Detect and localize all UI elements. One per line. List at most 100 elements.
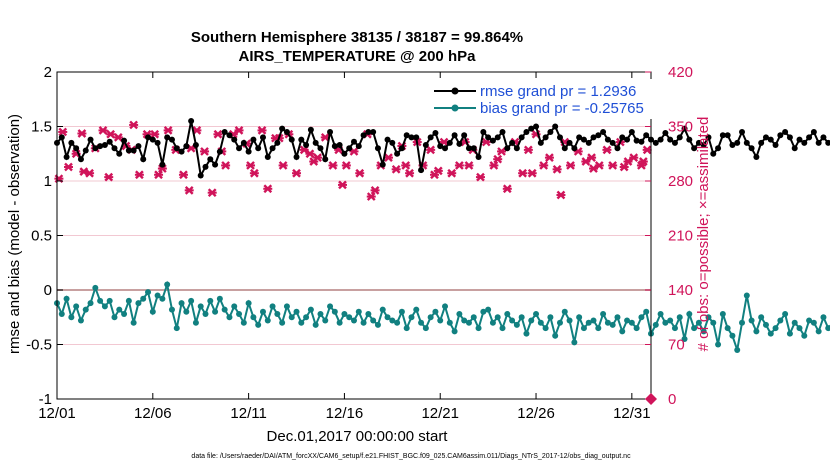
rmse-point bbox=[518, 134, 525, 141]
bias-point bbox=[715, 341, 722, 348]
rmse-point bbox=[331, 143, 338, 150]
bias-point bbox=[748, 317, 755, 324]
bias-point bbox=[87, 300, 94, 307]
rmse-point bbox=[547, 128, 554, 135]
obs-count-point bbox=[129, 120, 139, 130]
bias-point bbox=[552, 332, 559, 339]
x-tick-label: 12/16 bbox=[326, 405, 364, 422]
obs-count-point bbox=[278, 161, 288, 170]
rmse-point bbox=[403, 132, 410, 139]
bias-point bbox=[312, 321, 319, 328]
rmse-point bbox=[624, 136, 631, 143]
rmse-point bbox=[73, 145, 80, 152]
obs-count-point bbox=[309, 157, 319, 166]
rmse-point bbox=[475, 154, 482, 161]
bias-point bbox=[168, 306, 175, 313]
y-axis-label-left: rmse and bias (model - observation) bbox=[6, 114, 23, 354]
rmse-point bbox=[312, 139, 319, 146]
rmse-point bbox=[370, 128, 377, 135]
rmse-point bbox=[556, 134, 563, 141]
rmse-point bbox=[274, 139, 281, 146]
obs-count-point bbox=[292, 168, 302, 178]
bias-point bbox=[68, 314, 75, 321]
obs-count-point bbox=[150, 129, 160, 139]
bias-point bbox=[767, 330, 774, 337]
bias-point bbox=[331, 308, 338, 315]
obs-count-point bbox=[246, 161, 256, 170]
rmse-point bbox=[413, 134, 420, 141]
x-tick-label: 12/06 bbox=[134, 405, 172, 422]
rmse-point bbox=[307, 126, 314, 133]
bias-point bbox=[533, 310, 540, 317]
rmse-point bbox=[216, 148, 223, 155]
rmse-point bbox=[676, 134, 683, 141]
y-tick-label-right: 350 bbox=[668, 119, 693, 136]
rmse-point bbox=[384, 136, 391, 143]
rmse-point bbox=[681, 125, 688, 132]
rmse-point bbox=[470, 145, 477, 152]
rmse-point bbox=[542, 134, 549, 141]
bias-point bbox=[446, 319, 453, 326]
rmse-point bbox=[801, 139, 808, 146]
rmse-point bbox=[633, 137, 640, 144]
rmse-point bbox=[485, 134, 492, 141]
rmse-point bbox=[293, 154, 300, 161]
rmse-point bbox=[628, 128, 635, 135]
bias-point bbox=[619, 328, 626, 335]
bias-point bbox=[456, 310, 463, 317]
bias-point bbox=[772, 325, 779, 332]
bias-point bbox=[240, 319, 247, 326]
legend-box bbox=[430, 79, 652, 119]
obs-count-point bbox=[497, 147, 507, 156]
bias-point bbox=[408, 314, 415, 321]
rmse-point bbox=[552, 123, 559, 130]
bias-point bbox=[782, 310, 789, 317]
obs-count-point bbox=[328, 161, 338, 170]
rmse-point bbox=[652, 139, 659, 146]
bias-point bbox=[801, 332, 808, 339]
rmse-point bbox=[461, 132, 468, 139]
obs-count-point bbox=[544, 153, 554, 162]
rmse-point bbox=[236, 145, 243, 152]
bias-point bbox=[379, 306, 386, 313]
rmse-point bbox=[561, 145, 568, 152]
bias-point bbox=[762, 321, 769, 328]
bias-point bbox=[475, 325, 482, 332]
rmse-point bbox=[446, 139, 453, 146]
rmse-point bbox=[197, 172, 204, 179]
bias-point bbox=[283, 303, 290, 310]
rmse-point bbox=[82, 147, 89, 154]
y-tick-label-right: 420 bbox=[668, 64, 693, 81]
bias-point bbox=[106, 297, 113, 304]
bias-point bbox=[815, 328, 822, 335]
bias-point bbox=[609, 321, 616, 328]
rmse-point bbox=[494, 134, 501, 141]
bias-point bbox=[398, 308, 405, 315]
obs-count-point bbox=[383, 153, 393, 162]
rmse-point bbox=[394, 150, 401, 157]
legend: rmse grand pr = 1.2936 bias grand pr = -… bbox=[430, 79, 652, 119]
rmse-point bbox=[422, 142, 429, 149]
rmse-point bbox=[183, 143, 190, 150]
legend-rmse-label: rmse grand pr = 1.2936 bbox=[480, 83, 636, 100]
bias-point bbox=[465, 319, 472, 326]
bias-point bbox=[523, 330, 530, 337]
x-axis-label: Dec.01,2017 00:00:00 start bbox=[267, 428, 449, 445]
rmse-point bbox=[585, 139, 592, 146]
bias-line bbox=[56, 280, 830, 351]
rmse-point bbox=[418, 167, 425, 174]
obs-count-point bbox=[502, 184, 512, 194]
obs-count-point bbox=[429, 170, 439, 180]
obs-count-point bbox=[608, 161, 618, 170]
bias-point bbox=[341, 310, 348, 317]
rmse-point bbox=[782, 128, 789, 135]
rmse-point bbox=[351, 138, 357, 145]
bias-point bbox=[820, 314, 827, 321]
y-tick-label-right: 280 bbox=[668, 173, 693, 190]
rmse-point bbox=[820, 134, 827, 141]
x-tick-label: 12/11 bbox=[230, 405, 266, 422]
bias-point bbox=[442, 303, 449, 310]
rmse-point bbox=[753, 154, 760, 161]
bias-point bbox=[758, 314, 765, 321]
y-tick-label-right: 70 bbox=[668, 337, 685, 354]
